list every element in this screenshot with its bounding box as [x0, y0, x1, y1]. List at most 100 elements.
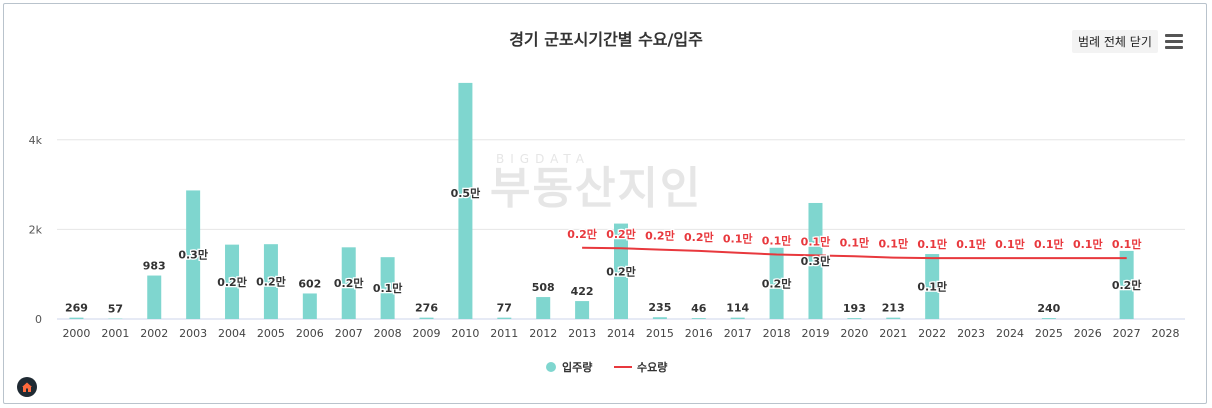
bar-data-label: 983 [143, 260, 166, 273]
line-data-label: 0.2만 [567, 227, 597, 241]
line-data-label: 0.1만 [1034, 237, 1064, 251]
x-tick-label: 2011 [490, 327, 518, 340]
line-data-label: 0.1만 [762, 233, 792, 247]
bar [886, 317, 901, 319]
x-tick-label: 2001 [101, 327, 129, 340]
bar-data-label: 0.1만 [373, 281, 403, 295]
line-data-label: 0.2만 [684, 230, 714, 244]
line-data-label: 0.1만 [956, 237, 986, 251]
x-tick-label: 2017 [724, 327, 752, 340]
bar-data-label: 276 [415, 302, 438, 315]
bar-data-label: 46 [691, 302, 707, 315]
x-tick-label: 2018 [763, 327, 791, 340]
x-tick-label: 2020 [840, 327, 868, 340]
y-tick-label: 2k [29, 223, 43, 236]
bar-data-label: 213 [882, 302, 905, 315]
line-data-label: 0.1만 [801, 234, 831, 248]
bar [1119, 250, 1134, 319]
x-tick-label: 2013 [568, 327, 596, 340]
legend-label-supply: 입주량 [562, 361, 592, 374]
legend-label-demand: 수요량 [637, 361, 667, 374]
bar [691, 318, 706, 319]
bar-data-label: 0.3만 [178, 248, 208, 262]
bar [730, 317, 745, 319]
bar [652, 317, 667, 319]
bar [302, 293, 317, 319]
y-tick-label: 4k [29, 134, 43, 147]
bar [808, 202, 823, 319]
x-tick-label: 2019 [801, 327, 829, 340]
bar [380, 257, 395, 319]
bar [147, 275, 162, 319]
line-data-label: 0.1만 [723, 232, 753, 246]
bar-data-label: 0.2만 [256, 275, 286, 289]
chart-title: 경기 군포시기간별 수요/입주 [509, 30, 703, 49]
legend-marker-supply [546, 362, 556, 372]
bar-data-label: 240 [1037, 302, 1060, 315]
x-tick-label: 2006 [296, 327, 324, 340]
bar-data-label: 0.1만 [917, 280, 947, 294]
bar-data-label: 0.5만 [451, 186, 481, 200]
bar-data-label: 0.2만 [334, 276, 364, 290]
y-tick-label: 0 [35, 313, 42, 326]
bar [69, 317, 84, 319]
bar [419, 317, 434, 319]
bar-data-label: 0.3만 [801, 254, 831, 268]
bar-data-label: 602 [298, 277, 321, 290]
bar-data-label: 114 [726, 302, 749, 315]
x-tick-label: 2022 [918, 327, 946, 340]
line-data-label: 0.1만 [1073, 237, 1103, 251]
bar-data-label: 0.2만 [1112, 278, 1142, 292]
x-tick-label: 2023 [957, 327, 985, 340]
line-data-label: 0.1만 [917, 237, 947, 251]
legend-toggle-button[interactable]: 범례 전체 닫기 [1072, 30, 1158, 53]
bar [769, 247, 784, 319]
bar-data-label: 422 [571, 285, 594, 298]
x-tick-label: 2021 [879, 327, 907, 340]
line-data-label: 0.2만 [645, 229, 675, 243]
bar [497, 317, 512, 319]
x-tick-label: 2005 [257, 327, 285, 340]
x-tick-label: 2014 [607, 327, 635, 340]
x-tick-label: 2009 [413, 327, 441, 340]
bar [186, 190, 201, 319]
x-tick-label: 2027 [1113, 327, 1141, 340]
x-tick-label: 2016 [685, 327, 713, 340]
x-tick-label: 2003 [179, 327, 207, 340]
hamburger-menu-icon[interactable] [1165, 34, 1183, 49]
line-data-label: 0.1만 [840, 235, 870, 249]
x-tick-label: 2007 [335, 327, 363, 340]
bar [225, 244, 240, 319]
x-tick-label: 2015 [646, 327, 674, 340]
line-data-label: 0.1만 [878, 237, 908, 251]
bar [847, 318, 862, 319]
x-tick-label: 2002 [140, 327, 168, 340]
bar [575, 301, 590, 319]
line-data-label: 0.1만 [995, 237, 1025, 251]
bar-data-label: 0.2만 [217, 275, 247, 289]
x-tick-label: 2024 [996, 327, 1024, 340]
x-tick-label: 2004 [218, 327, 246, 340]
bar [925, 254, 940, 319]
x-tick-label: 2000 [62, 327, 90, 340]
bar-data-label: 193 [843, 302, 866, 315]
chart-frame [3, 3, 1207, 404]
bar [263, 244, 278, 319]
bar-data-label: 0.2만 [606, 264, 636, 278]
x-tick-label: 2026 [1074, 327, 1102, 340]
x-tick-label: 2028 [1152, 327, 1180, 340]
bar-data-label: 269 [65, 302, 88, 315]
x-tick-label: 2025 [1035, 327, 1063, 340]
x-tick-label: 2008 [374, 327, 402, 340]
bar-data-label: 57 [108, 303, 123, 316]
x-tick-label: 2012 [529, 327, 557, 340]
bar-data-label: 508 [532, 281, 555, 294]
bar [1041, 318, 1056, 319]
line-data-label: 0.2만 [606, 227, 636, 241]
demand-line [582, 246, 1127, 260]
bar-data-label: 235 [648, 301, 671, 314]
home-icon[interactable] [17, 377, 37, 397]
bar [341, 247, 356, 319]
bar-data-label: 0.2만 [762, 276, 792, 290]
